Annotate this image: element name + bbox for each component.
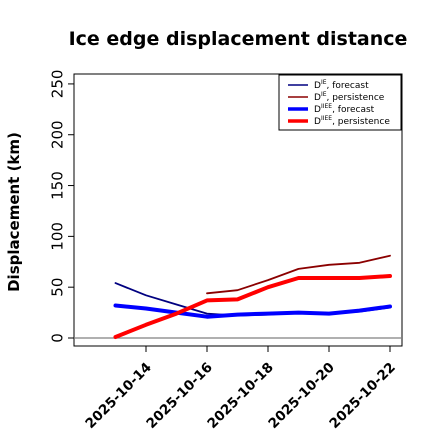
y-axis-label: Displacement (km) [5, 132, 23, 292]
legend-entry: DIIEE, persistence [314, 115, 390, 127]
plot-frame [73, 73, 403, 347]
y-tick-label: 0 [48, 333, 66, 343]
series-line-4 [113, 274, 392, 339]
y-tick-label: 150 [48, 171, 66, 200]
y-tick-label: 250 [48, 70, 66, 99]
series-lines [113, 254, 392, 339]
legend-entry: DIE, persistence [314, 91, 385, 103]
y-tick-label: 50 [48, 278, 66, 297]
series-line-2 [206, 254, 391, 295]
legend-entry: DIE, forecast [314, 79, 369, 91]
chart-title: Ice edge displacement distance [69, 28, 408, 50]
series-line-3 [113, 303, 392, 319]
y-tick-label: 200 [48, 120, 66, 149]
y-tick-label: 100 [48, 222, 66, 251]
legend-entry: DIIEE, forecast [314, 103, 375, 115]
